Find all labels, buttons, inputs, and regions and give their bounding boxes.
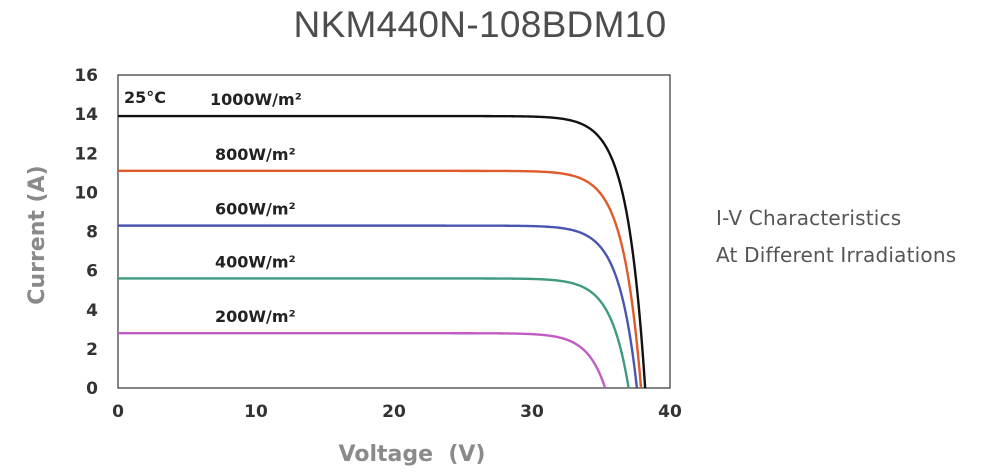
- y-tick-label: 14: [74, 105, 98, 125]
- x-tick-label: 40: [658, 402, 682, 422]
- x-tick-label: 20: [382, 402, 406, 422]
- series-label: 600W/m²: [215, 200, 296, 219]
- series-label: 1000W/m²: [210, 90, 302, 109]
- series-label: 400W/m²: [215, 252, 296, 271]
- y-tick-label: 6: [86, 262, 98, 282]
- series-labels: 1000W/m² 800W/m² 600W/m² 400W/m² 200W/m²: [210, 90, 302, 326]
- series-line: [118, 277, 630, 389]
- series-line: [118, 169, 643, 389]
- y-tick-label: 16: [74, 66, 98, 86]
- x-tick-label: 10: [244, 402, 268, 422]
- y-tick-label: 4: [86, 301, 98, 321]
- y-axis-label: Current (A): [25, 165, 50, 304]
- x-tick-labels: 0 10 20 30 40: [112, 402, 682, 422]
- y-tick-label: 12: [74, 144, 98, 164]
- y-tick-label: 10: [74, 183, 98, 203]
- y-tick-label: 0: [86, 379, 98, 399]
- series-label: 200W/m²: [215, 307, 296, 326]
- temperature-annotation: 25°C: [124, 88, 166, 107]
- side-note-line1: I-V Characteristics: [716, 206, 902, 230]
- y-tick-label: 2: [86, 340, 98, 360]
- series-line: [118, 114, 647, 389]
- plot-frame: [117, 74, 671, 389]
- x-tick-label: 30: [520, 402, 544, 422]
- x-tick-label: 0: [112, 402, 124, 422]
- series-line: [118, 224, 639, 389]
- y-tick-label: 8: [86, 223, 98, 243]
- side-note-line2: At Different Irradiations: [716, 243, 957, 267]
- page-title: NKM440N-108BDM10: [293, 4, 667, 45]
- series-curves: [118, 114, 647, 389]
- series-label: 800W/m²: [215, 145, 296, 164]
- y-tick-labels: 0 2 4 6 8 10 12 14 16: [74, 66, 98, 399]
- series-line: [118, 332, 607, 389]
- x-axis-label: Voltage (V): [339, 442, 486, 467]
